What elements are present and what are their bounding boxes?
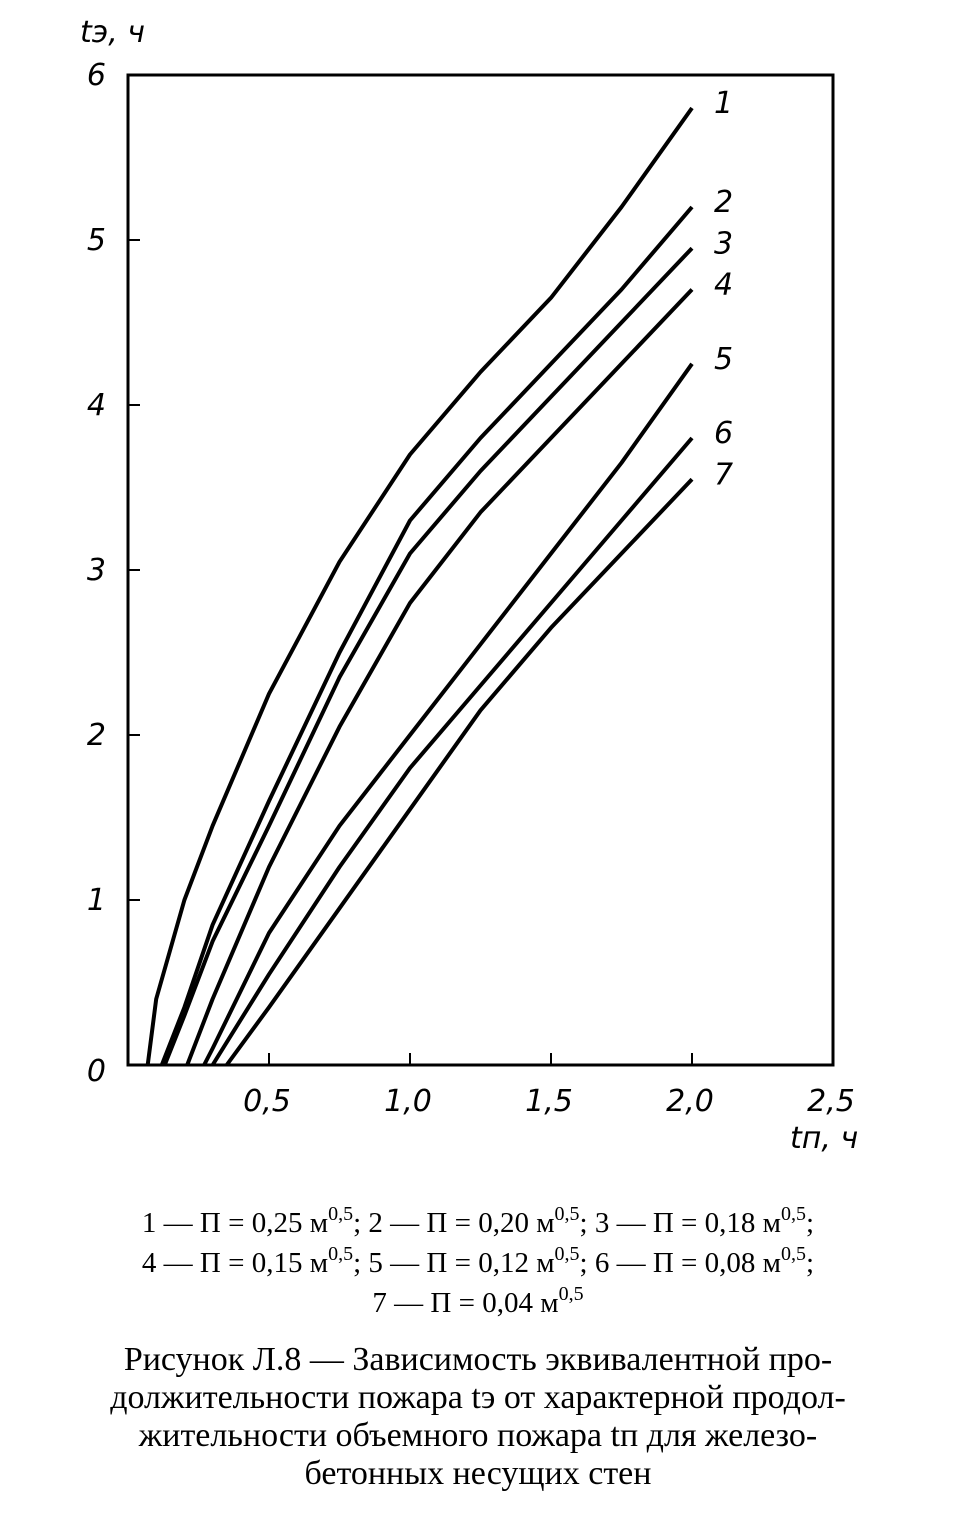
legend-line: 1 — П = 0,25 м0,5; 2 — П = 0,20 м0,5; 3 … bbox=[142, 1203, 814, 1239]
y-tick-label: 6 bbox=[87, 58, 106, 93]
curve-label: 2 bbox=[714, 185, 733, 220]
legend-line: 4 — П = 0,15 м0,5; 5 — П = 0,12 м0,5; 6 … bbox=[142, 1243, 814, 1279]
caption-line: жительности объемного пожара tп для желе… bbox=[138, 1417, 817, 1454]
curve-label: 4 bbox=[714, 268, 733, 303]
curve bbox=[159, 205, 694, 1066]
legend-sup: 0,5 bbox=[781, 1243, 806, 1265]
curve bbox=[202, 362, 694, 1066]
x-axis-label: tп, ч bbox=[790, 1121, 858, 1156]
legend-sep: ; bbox=[806, 1207, 814, 1239]
plot-frame bbox=[126, 73, 835, 1067]
y-tick-label: 2 bbox=[87, 718, 106, 753]
legend-sup: 0,5 bbox=[781, 1203, 806, 1225]
curve bbox=[185, 288, 694, 1066]
legend-sep: ; bbox=[353, 1207, 368, 1239]
legend-entry: 3 — П = 0,18 м bbox=[595, 1207, 781, 1239]
legend-entry: 1 — П = 0,25 м bbox=[142, 1207, 328, 1239]
curve-label: 1 bbox=[714, 86, 733, 121]
legend-sup: 0,5 bbox=[555, 1203, 580, 1225]
legend-sup: 0,5 bbox=[559, 1283, 584, 1305]
x-tick-label: 2,5 bbox=[807, 1084, 855, 1119]
y-tick-label: 0 bbox=[87, 1054, 106, 1089]
legend-sep: ; bbox=[580, 1247, 595, 1279]
caption-line: должительности пожара tэ от характерной … bbox=[110, 1379, 846, 1416]
y-tick-label: 3 bbox=[87, 553, 106, 588]
legend: 1 — П = 0,25 м0,5; 2 — П = 0,20 м0,5; 3 … bbox=[142, 1203, 814, 1319]
legend-entry: 6 — П = 0,08 м bbox=[595, 1247, 781, 1279]
curve bbox=[162, 246, 694, 1066]
legend-entry: 7 — П = 0,04 м bbox=[372, 1287, 558, 1319]
legend-entry: 5 — П = 0,12 м bbox=[368, 1247, 554, 1279]
legend-sep: ; bbox=[353, 1247, 368, 1279]
y-tick-label: 1 bbox=[87, 883, 106, 918]
x-tick-label: 1,5 bbox=[525, 1084, 573, 1119]
caption-line: Рисунок Л.8 — Зависимость эквивалентной … bbox=[124, 1341, 832, 1378]
y-axis-label: tэ, ч bbox=[80, 15, 145, 50]
curve bbox=[210, 436, 694, 1067]
legend-sup: 0,5 bbox=[328, 1243, 353, 1265]
legend-sup: 0,5 bbox=[328, 1203, 353, 1225]
curve bbox=[145, 106, 694, 1066]
caption-line: бетонных несущих стен bbox=[305, 1455, 652, 1492]
legend-line: 7 — П = 0,04 м0,5 bbox=[372, 1283, 583, 1319]
curve-label: 6 bbox=[714, 416, 733, 451]
legend-entry: 4 — П = 0,15 м bbox=[142, 1247, 328, 1279]
x-tick-label: 0,5 bbox=[243, 1084, 291, 1119]
curve bbox=[225, 477, 694, 1067]
curve-label: 7 bbox=[714, 457, 733, 492]
curve-label: 3 bbox=[714, 226, 733, 261]
legend-sep: ; bbox=[580, 1207, 595, 1239]
x-tick-label: 1,0 bbox=[384, 1084, 432, 1119]
legend-entry: 2 — П = 0,20 м bbox=[368, 1207, 554, 1239]
y-tick-label: 4 bbox=[87, 388, 106, 423]
curve-label: 5 bbox=[714, 342, 733, 377]
x-tick-label: 2,0 bbox=[666, 1084, 714, 1119]
caption: Рисунок Л.8 — Зависимость эквивалентной … bbox=[110, 1341, 846, 1492]
legend-sup: 0,5 bbox=[555, 1243, 580, 1265]
legend-sep: ; bbox=[806, 1247, 814, 1279]
y-tick-label: 5 bbox=[87, 223, 106, 258]
